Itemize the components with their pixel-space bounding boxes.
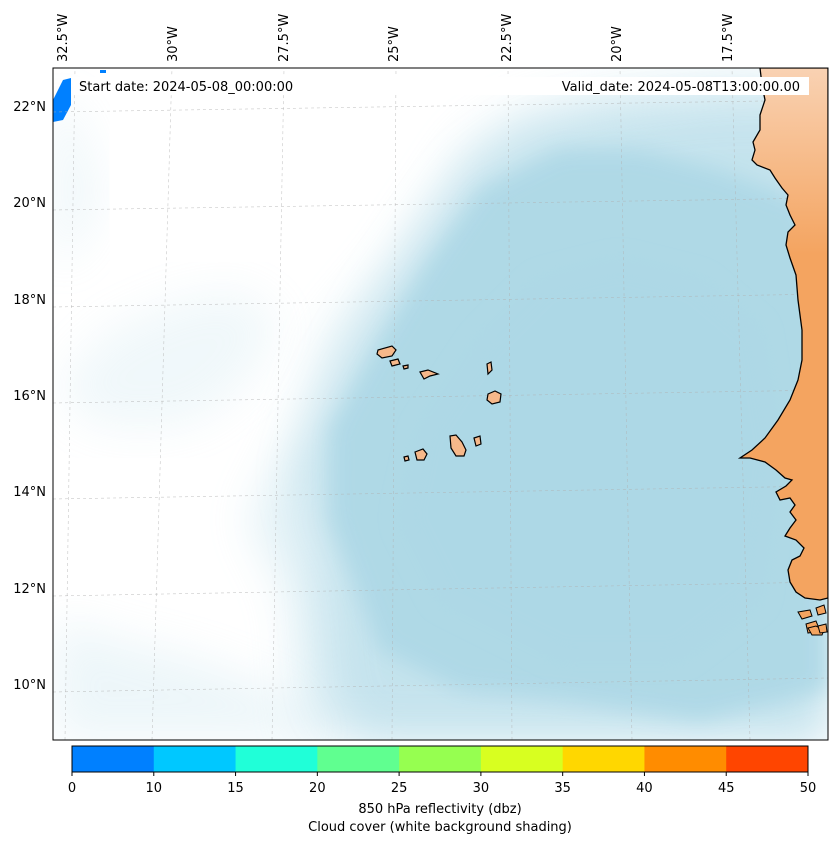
colorbar-swatch	[399, 746, 482, 772]
colorbar-swatch	[72, 746, 155, 772]
island-sal	[486, 361, 493, 376]
colorbar-tick-label: 25	[391, 781, 408, 796]
lon-tick-27-5w: 27.5°W	[277, 14, 292, 62]
colorbar-swatch	[644, 746, 727, 772]
gridline	[507, 68, 513, 740]
island-maio	[473, 435, 482, 447]
colorbar-tick-label: 0	[68, 781, 76, 796]
colorbar-tick-label: 10	[146, 781, 163, 796]
colorbar-tick-label: 50	[800, 781, 817, 796]
reflectivity-patch-small	[100, 70, 106, 73]
gridlines	[53, 68, 828, 740]
colorbar-tick-label: 35	[554, 781, 571, 796]
gridline	[64, 68, 76, 740]
lon-tick-25w: 25°W	[387, 26, 402, 62]
gridline	[391, 68, 397, 740]
island-santo-antao	[376, 345, 397, 359]
gridline	[731, 68, 751, 740]
island-sao-nicolau	[419, 369, 440, 380]
lon-tick-17-5w: 17.5°W	[721, 14, 736, 62]
gridline	[151, 68, 173, 740]
lat-tick-14n: 14°N	[13, 485, 46, 500]
map-frame	[52, 67, 829, 741]
colorbar-label-reflectivity: 850 hPa reflectivity (dbz)	[358, 802, 521, 817]
gridline	[619, 68, 633, 740]
island-fogo	[414, 448, 428, 461]
valid-date-label: Valid_date: 2024-05-08T13:00:00.00	[562, 80, 800, 95]
latitude-ticks: 22°N 20°N 18°N 16°N 14°N 12°N 10°N	[13, 100, 46, 693]
colorbar-swatches	[72, 746, 809, 772]
bijagos-island-1	[797, 609, 813, 620]
lon-tick-30w: 30°W	[166, 26, 181, 62]
colorbar-swatch	[480, 746, 564, 772]
map-area: Start date: 2024-05-08_00:00:00 Valid_da…	[53, 68, 828, 740]
colorbar-swatch	[153, 746, 237, 772]
colorbar-frame	[71, 745, 809, 773]
island-santa-luzia	[402, 364, 409, 370]
island-boa-vista	[486, 390, 502, 405]
lat-tick-12n: 12°N	[13, 582, 46, 597]
lat-tick-16n: 16°N	[13, 389, 46, 404]
info-strip	[73, 77, 809, 95]
colorbar-swatch	[317, 746, 400, 772]
colorbar-swatch	[726, 746, 809, 772]
colorbar-tick-label: 40	[636, 781, 653, 796]
lat-tick-20n: 20°N	[13, 196, 46, 211]
colorbar-ticks: 0 10 15 20 25 30 35 40 45 50	[68, 772, 816, 796]
colorbar-tick-label: 15	[227, 781, 244, 796]
colorbar-tick-label: 45	[718, 781, 735, 796]
lon-tick-20w: 20°W	[610, 26, 625, 62]
lon-tick-32-5w: 32.5°W	[56, 14, 71, 62]
island-santiago	[449, 434, 467, 457]
colorbar-tick-label: 30	[473, 781, 490, 796]
lat-tick-18n: 18°N	[13, 293, 46, 308]
island-brava	[403, 455, 410, 462]
lat-tick-22n: 22°N	[13, 100, 46, 115]
start-date-label: Start date: 2024-05-08_00:00:00	[79, 80, 293, 95]
africa-mainland	[737, 68, 828, 601]
bijagos-island-5	[817, 623, 828, 634]
lon-tick-22-5w: 22.5°W	[500, 14, 515, 62]
cloud-cover-shading	[53, 75, 828, 740]
island-sao-vicente	[389, 358, 401, 367]
colorbar-label-cloud-cover: Cloud cover (white background shading)	[308, 820, 572, 835]
cape-verde-islands	[376, 345, 502, 462]
bijagos-island-2	[815, 604, 827, 616]
longitude-ticks: 32.5°W 30°W 27.5°W 25°W 22.5°W 20°W 17.5…	[56, 14, 736, 62]
colorbar: 0 10 15 20 25 30 35 40 45 50 850 hPa reflectivity…	[68, 745, 816, 835]
colorbar-swatch	[562, 746, 645, 772]
colorbar-tick-label: 20	[309, 781, 326, 796]
reflectivity-patch	[53, 78, 71, 122]
gridline	[271, 68, 285, 740]
lat-tick-10n: 10°N	[13, 678, 46, 693]
colorbar-swatch	[235, 746, 318, 772]
